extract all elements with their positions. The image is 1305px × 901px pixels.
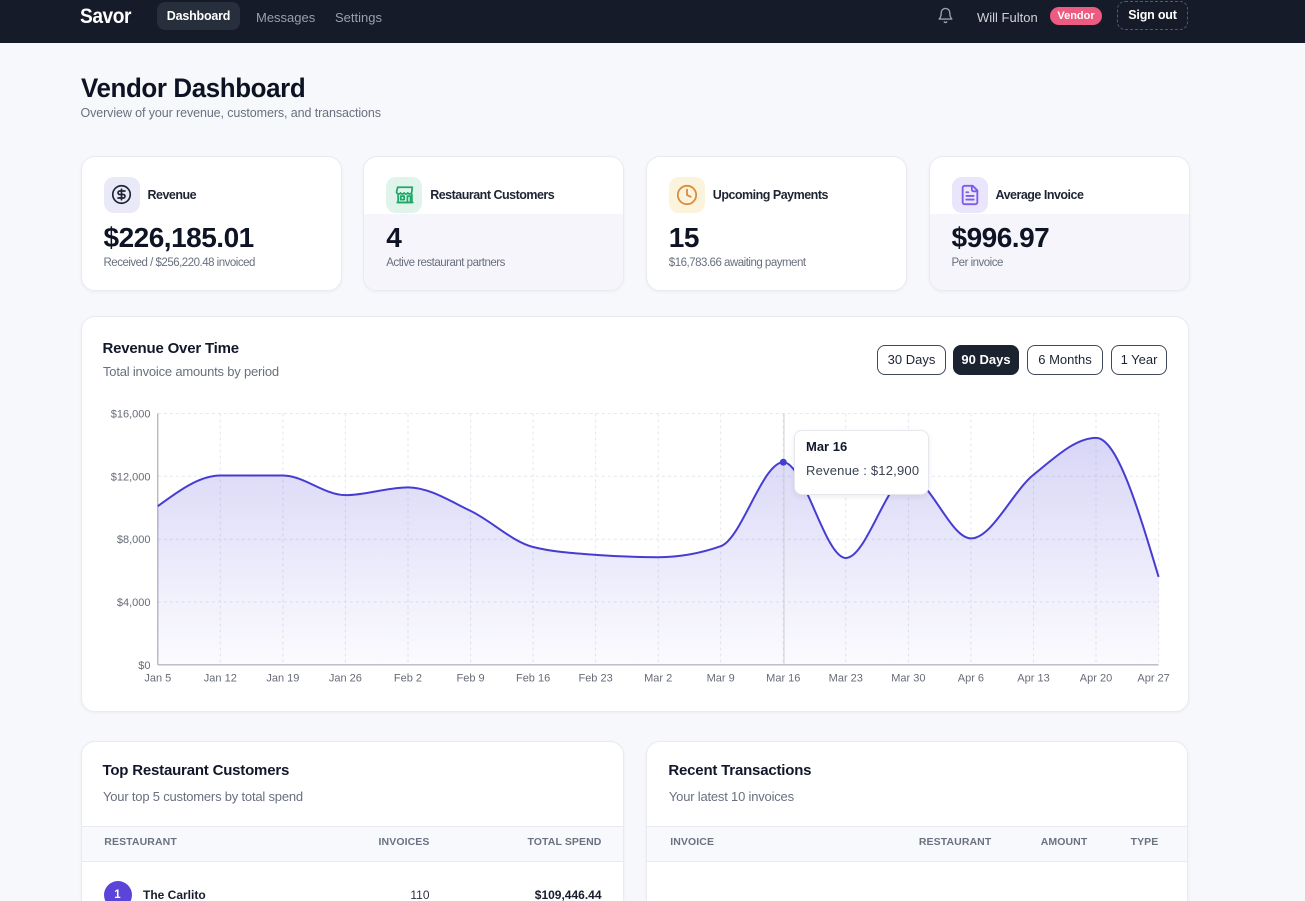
svg-text:Feb 16: Feb 16 bbox=[515, 673, 549, 685]
svg-text:$12,000: $12,000 bbox=[110, 471, 150, 483]
svg-text:Apr 20: Apr 20 bbox=[1079, 673, 1111, 685]
svg-text:Feb 9: Feb 9 bbox=[456, 673, 484, 685]
svg-text:Mar 30: Mar 30 bbox=[891, 673, 925, 685]
svg-text:Jan 19: Jan 19 bbox=[266, 673, 299, 685]
svg-text:Jan 5: Jan 5 bbox=[144, 673, 171, 685]
svg-text:$0: $0 bbox=[138, 660, 150, 672]
svg-text:Jan 12: Jan 12 bbox=[203, 673, 236, 685]
svg-text:Apr 27: Apr 27 bbox=[1137, 673, 1169, 685]
svg-text:Feb 2: Feb 2 bbox=[393, 673, 421, 685]
svg-text:Mar 9: Mar 9 bbox=[706, 673, 734, 685]
svg-text:Apr 6: Apr 6 bbox=[957, 673, 983, 685]
svg-text:$16,000: $16,000 bbox=[110, 409, 150, 421]
svg-text:Apr 13: Apr 13 bbox=[1017, 673, 1049, 685]
svg-text:Jan 26: Jan 26 bbox=[328, 673, 361, 685]
svg-text:Mar 2: Mar 2 bbox=[644, 673, 672, 685]
svg-text:$8,000: $8,000 bbox=[116, 534, 150, 546]
svg-text:Mar 23: Mar 23 bbox=[828, 673, 862, 685]
svg-text:Feb 23: Feb 23 bbox=[578, 673, 612, 685]
svg-text:$4,000: $4,000 bbox=[116, 597, 150, 609]
svg-text:Mar 16: Mar 16 bbox=[766, 673, 800, 685]
